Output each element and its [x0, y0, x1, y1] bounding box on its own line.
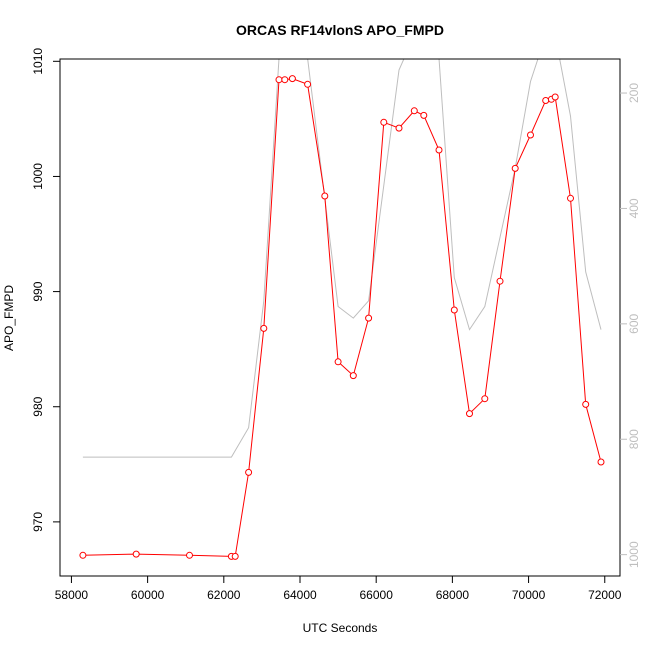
- y2-tick-label: 800: [627, 429, 641, 449]
- primary-series-point: [132, 550, 140, 558]
- primary-series-point: [450, 306, 458, 314]
- primary-series-point: [275, 76, 283, 84]
- primary-series-point: [511, 164, 519, 172]
- primary-series-point: [380, 118, 388, 126]
- primary-series-point: [551, 93, 559, 101]
- y-axis-label: APO_FMPD: [2, 285, 16, 351]
- y-tick-label: 980: [31, 396, 45, 416]
- y2-tick-label: 1000: [627, 541, 641, 568]
- x-tick-label: 70000: [512, 588, 546, 602]
- primary-series-layer: [79, 75, 605, 560]
- secondary-series-layer: [82, 59, 602, 458]
- primary-series-point: [260, 324, 268, 332]
- x-tick-label: 60000: [131, 588, 165, 602]
- y-axis-left: 970 980 990 1000 1010: [31, 48, 60, 532]
- primary-series-point: [527, 131, 534, 139]
- x-tick-label: 64000: [283, 588, 317, 602]
- y-tick-label: 990: [31, 281, 45, 301]
- primary-series-point: [321, 192, 329, 200]
- plot-frame: [59, 58, 621, 577]
- primary-series-point: [481, 395, 489, 403]
- primary-series-point: [395, 124, 403, 132]
- primary-series-point: [496, 277, 504, 285]
- primary-series-point: [435, 146, 443, 154]
- y2-tick-label: 400: [627, 198, 641, 218]
- y-tick-label: 1000: [31, 163, 45, 190]
- primary-series-point: [231, 552, 239, 560]
- x-axis-label: UTC Seconds: [303, 621, 378, 635]
- primary-series-point: [334, 358, 342, 366]
- primary-series-point: [542, 97, 550, 104]
- primary-series-point: [186, 551, 193, 559]
- x-axis: 58000 60000 62000 64000 66000 68000 70000 72000: [55, 576, 622, 602]
- y-tick-label: 1010: [31, 48, 45, 75]
- x-tick-label: 58000: [55, 588, 89, 602]
- primary-series-point: [304, 80, 312, 88]
- primary-series-point: [582, 400, 590, 408]
- chart-title: ORCAS RF14vlonS APO_FMPD: [236, 22, 444, 38]
- y-axis-right: 200 400 600 800 1000: [620, 83, 641, 568]
- primary-series-point: [288, 75, 296, 83]
- primary-series-point: [420, 111, 428, 119]
- primary-series-point: [281, 76, 289, 84]
- primary-series-point: [567, 194, 574, 202]
- y2-tick-label: 600: [627, 313, 641, 333]
- x-tick-label: 72000: [588, 588, 622, 602]
- primary-series-point: [79, 551, 87, 559]
- primary-series-point: [597, 458, 605, 466]
- y-tick-label: 970: [31, 512, 45, 532]
- x-tick-label: 68000: [436, 588, 470, 602]
- x-tick-label: 66000: [360, 588, 394, 602]
- primary-series-point: [245, 468, 253, 476]
- primary-series-line: [82, 78, 602, 557]
- y2-tick-label: 200: [627, 83, 641, 103]
- secondary-series-line: [82, 59, 602, 458]
- primary-series-point: [410, 107, 418, 115]
- primary-series-point: [349, 372, 357, 380]
- primary-series-point: [466, 410, 473, 418]
- primary-series-point: [365, 314, 373, 322]
- x-tick-label: 62000: [207, 588, 241, 602]
